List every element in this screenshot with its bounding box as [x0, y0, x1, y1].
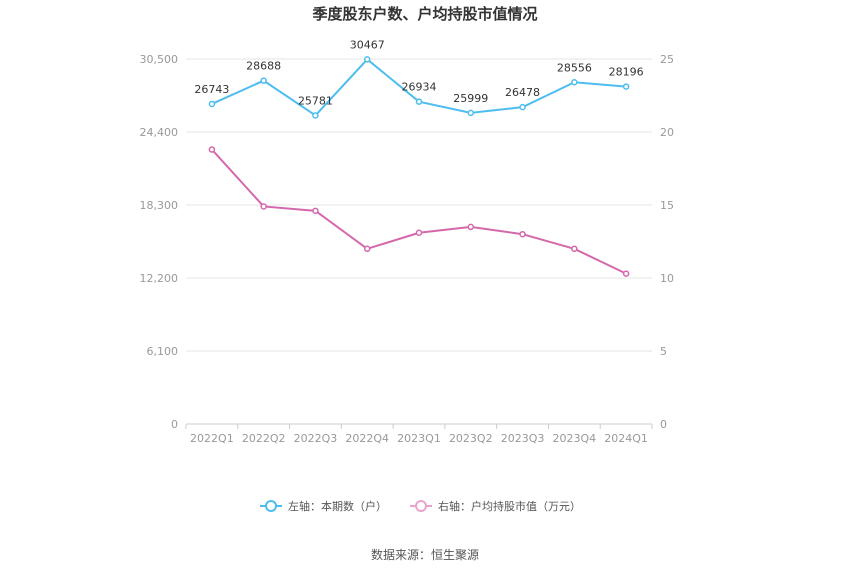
data-label: 25999: [453, 92, 488, 105]
data-point: [208, 100, 216, 108]
x-axis-tick-label: 2023Q3: [501, 432, 545, 445]
grid: [186, 58, 652, 425]
x-axis-tick-label: 2023Q2: [449, 432, 493, 445]
x-axis-tick-label: 2024Q1: [604, 432, 648, 445]
legend-item-households[interactable]: 左轴：本期数（户）: [260, 499, 387, 513]
left-axis-tick-label: 6,100: [147, 345, 179, 358]
series: 26743 28688 25781 30467 26934 25999 26478 28556…: [194, 38, 644, 277]
data-point: [467, 223, 475, 231]
data-point: [363, 245, 371, 253]
data-point: [467, 109, 475, 117]
x-axis-tick-label: 2022Q3: [294, 432, 338, 445]
left-axis-tick-label: 0: [171, 418, 178, 431]
data-point: [208, 146, 216, 153]
left-axis-tick-label: 12,200: [140, 272, 179, 285]
data-label: 26743: [194, 83, 229, 96]
data-point: [260, 203, 267, 210]
data-point: [312, 112, 319, 119]
right-axis-tick-label: 25: [660, 53, 674, 66]
x-axis-tick-label: 2022Q1: [190, 432, 234, 445]
data-point: [415, 229, 423, 236]
data-point: [622, 270, 630, 277]
legend-marker: [415, 500, 427, 512]
data-label: 30467: [350, 38, 385, 51]
legend-marker: [265, 500, 277, 512]
data-label: 28196: [609, 66, 644, 79]
chart-title: 季度股东户数、户均持股市值情况: [312, 5, 537, 23]
right-axis-tick-label: 20: [660, 126, 674, 139]
legend-item-avg-holding-value[interactable]: 右轴：户均持股市值（万元）: [410, 499, 581, 513]
data-point: [622, 83, 630, 90]
data-point: [363, 56, 371, 63]
data-point: [571, 79, 578, 86]
left-axis-tick-label: 18,300: [140, 199, 179, 212]
data-label: 28556: [557, 61, 592, 74]
right-axis-tick-label: 15: [660, 199, 674, 212]
axes: 0 6,100 12,200 18,300 24,400 30,500 0 5 10 15 20 25…: [140, 53, 675, 445]
data-point: [519, 103, 526, 111]
data-label: 28688: [246, 60, 281, 73]
source-note: 数据来源：恒生聚源: [371, 547, 479, 562]
x-axis-tick-label: 2022Q4: [345, 432, 389, 445]
x-axis-tick-label: 2022Q2: [242, 432, 286, 445]
data-label: 26934: [402, 81, 437, 94]
right-axis-tick-label: 10: [660, 272, 674, 285]
right-axis-tick-label: 5: [660, 345, 667, 358]
data-point: [312, 207, 319, 215]
legend-label: 左轴：本期数（户）: [288, 499, 387, 513]
data-point: [415, 98, 423, 105]
legend-label: 右轴：户均持股市值（万元）: [438, 499, 581, 513]
left-axis-tick-label: 30,500: [140, 53, 179, 66]
data-point: [571, 245, 578, 253]
x-axis-tick-label: 2023Q1: [397, 432, 441, 445]
legend: 左轴：本期数（户） 右轴：户均持股市值（万元）: [260, 499, 581, 513]
data-point: [519, 230, 526, 238]
series-line-avg-holding-value: [211, 148, 627, 275]
left-axis-tick-label: 24,400: [140, 126, 179, 139]
data-label: 26478: [505, 86, 540, 99]
right-axis-tick-label: 0: [660, 418, 667, 431]
data-point: [260, 77, 267, 84]
x-axis-tick-label: 2023Q4: [553, 432, 597, 445]
data-label: 25781: [298, 94, 333, 107]
